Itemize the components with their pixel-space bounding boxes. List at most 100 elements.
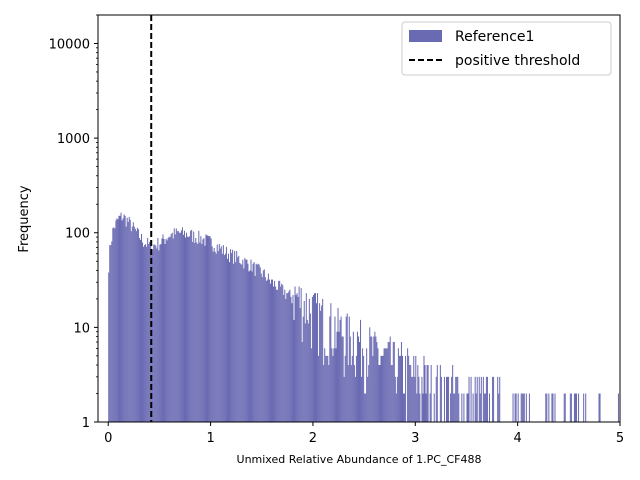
y-tick-label: 1: [82, 416, 90, 431]
histogram-bar: [128, 216, 130, 422]
histogram-bar: [384, 348, 386, 422]
histogram-bar: [267, 273, 269, 422]
histogram-bar: [215, 253, 217, 422]
histogram-bar: [177, 231, 179, 422]
histogram-bar: [396, 376, 398, 422]
histogram-bar: [570, 393, 572, 422]
histogram-bar: [216, 244, 218, 422]
histogram-bar: [180, 230, 182, 422]
histogram-bar: [416, 393, 418, 422]
histogram-bar: [232, 249, 234, 422]
histogram-bar: [203, 238, 205, 422]
histogram-bar: [322, 298, 324, 422]
histogram-bar: [258, 264, 260, 422]
histogram-bar: [364, 393, 366, 422]
histogram-bar: [185, 237, 187, 422]
histogram-bar: [151, 253, 153, 422]
histogram-bar: [302, 316, 304, 422]
histogram-bar: [321, 305, 323, 422]
histogram-bar: [362, 348, 364, 422]
histogram-bar: [316, 303, 318, 422]
histogram-bar: [130, 231, 132, 422]
histogram-bar: [479, 393, 481, 422]
histogram-bar: [378, 365, 380, 422]
histogram-bar: [263, 269, 265, 422]
histogram-bar: [457, 376, 459, 422]
histogram-bar: [168, 236, 170, 422]
histogram-bar: [217, 251, 219, 422]
histogram-bar: [220, 246, 222, 422]
histogram-bar: [467, 393, 469, 422]
histogram-bar: [554, 393, 556, 422]
histogram-bar: [210, 238, 212, 422]
histogram-bar: [329, 316, 331, 422]
histogram-bar: [463, 393, 465, 422]
histogram-bar: [334, 316, 336, 422]
histogram-bar: [498, 393, 500, 422]
histogram-bar: [147, 238, 149, 422]
histogram-bar: [231, 253, 233, 422]
histogram-bar: [127, 221, 129, 422]
histogram-bar: [227, 253, 230, 422]
histogram-bar: [515, 393, 517, 422]
histogram-bar: [117, 219, 119, 422]
histogram-bar: [423, 355, 425, 422]
histogram-bar: [133, 226, 135, 422]
histogram-bar: [276, 289, 278, 422]
histogram-bar: [311, 296, 313, 422]
histogram-bar: [443, 376, 445, 422]
histogram-bar: [194, 242, 196, 422]
histogram-bar: [426, 365, 428, 422]
histogram-bar: [407, 348, 409, 422]
histogram-bar: [145, 244, 147, 422]
histogram-bar: [196, 242, 198, 422]
histogram-bar: [365, 393, 367, 422]
histogram-bar: [174, 234, 176, 422]
histogram-bar: [427, 365, 429, 422]
histogram-bar: [191, 229, 193, 422]
histogram-bar: [573, 393, 575, 422]
histogram-bar: [229, 262, 231, 422]
histogram-bar: [202, 239, 204, 422]
histogram-bar: [320, 310, 322, 422]
histogram-bar: [309, 313, 311, 422]
histogram-bar: [585, 393, 587, 422]
histogram-bar: [389, 336, 391, 422]
histogram-bar: [160, 244, 162, 422]
histogram-bar: [523, 393, 525, 422]
histogram-bar: [361, 376, 363, 422]
histogram-bar: [476, 376, 478, 422]
histogram-bar: [279, 280, 281, 422]
histogram-bar: [197, 244, 199, 422]
histogram-bar: [205, 234, 207, 422]
histogram-bar: [178, 232, 180, 422]
histogram-bar: [528, 393, 530, 422]
histogram-bar: [415, 355, 417, 422]
histogram-bar: [385, 348, 387, 422]
histogram-bar: [574, 393, 576, 422]
y-tick-label: 1000: [57, 132, 90, 147]
histogram-bar: [363, 355, 365, 422]
legend: Reference1 positive threshold: [401, 21, 612, 76]
histogram-bar: [480, 376, 482, 422]
histogram-bar: [417, 365, 419, 422]
histogram-bar: [239, 262, 241, 422]
histogram-bar: [357, 336, 359, 422]
histogram-bar: [545, 393, 547, 422]
histogram-bar: [360, 319, 362, 422]
histogram-bar: [253, 262, 255, 422]
histogram-bar: [368, 365, 370, 422]
histogram-bar: [386, 348, 388, 422]
histogram-bar: [296, 293, 298, 422]
legend-box: [401, 21, 612, 76]
histogram-bar: [280, 286, 282, 422]
histogram-bar: [152, 249, 154, 422]
histogram-bar: [470, 376, 472, 422]
histogram-bar: [162, 234, 164, 422]
histogram-bar: [269, 283, 271, 422]
histogram-bar: [391, 365, 393, 422]
histogram-bar: [254, 275, 256, 422]
histogram-bar: [278, 280, 280, 422]
histogram-bar: [265, 280, 267, 422]
histogram-bar: [132, 222, 134, 422]
